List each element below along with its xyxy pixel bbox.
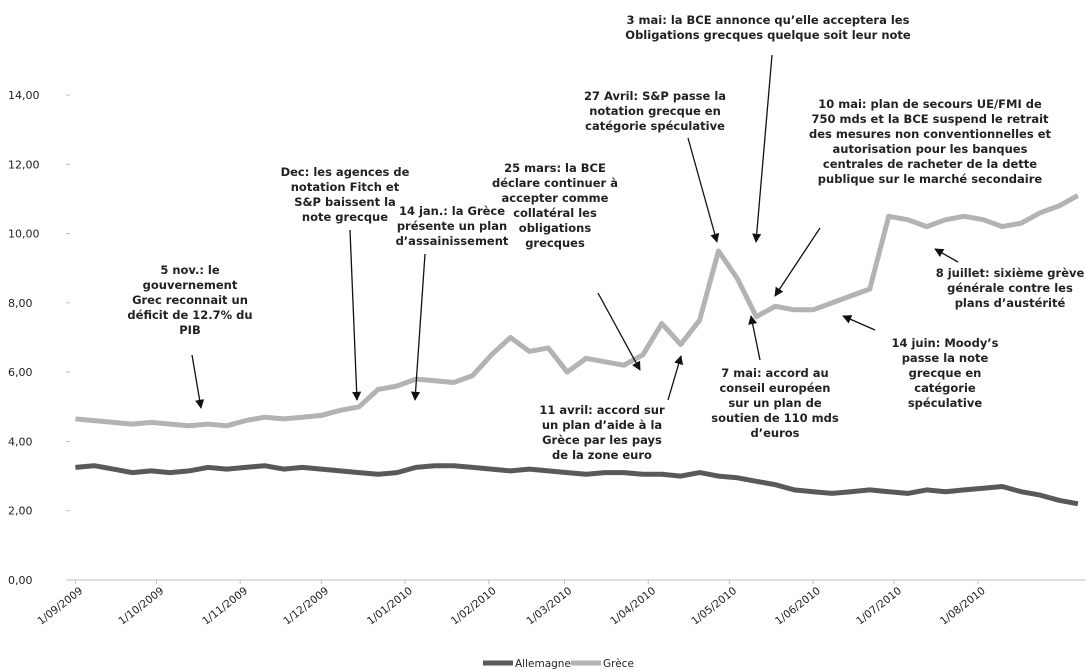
annotation-arrow	[842, 315, 876, 331]
y-tick-label: 12,00	[8, 158, 40, 171]
x-tick-label: 1/04/2010	[608, 585, 658, 628]
y-tick-label: 10,00	[8, 228, 40, 241]
annotation-line: des mesures non conventionnelles et	[809, 127, 1052, 141]
annotation-line: 5 nov.: le	[160, 263, 220, 277]
x-tick-label: 1/12/2009	[281, 585, 331, 628]
annotation-line: 11 avril: accord sur	[539, 403, 665, 417]
annotation-line: notation Fitch et	[291, 180, 400, 194]
annotation-arrow	[597, 292, 641, 371]
annotation-line: générale contre les	[947, 281, 1073, 295]
annotation-arrow	[191, 354, 205, 409]
annotation-line: S&P baissent la	[294, 195, 396, 209]
annotation-line: présente un plan	[397, 219, 507, 233]
annotation-line: obligations	[519, 221, 592, 235]
y-tick-label: 8,00	[8, 297, 33, 310]
x-tick-label: 1/05/2010	[689, 585, 739, 628]
annotation-line: notation grecque en	[589, 104, 721, 118]
annotation-line: passe la note	[902, 351, 989, 365]
annotation-line: déficit de 12.7% du	[127, 308, 252, 322]
annotation-line: Grèce par les pays	[542, 433, 662, 447]
annotation-line: plans d’austérité	[955, 296, 1066, 310]
annotation-line: 750 mds et la BCE suspend le retrait	[811, 112, 1049, 126]
series-line	[75, 463, 1079, 507]
x-tick-label: 1/03/2010	[525, 585, 575, 628]
annotation-arrow	[774, 227, 821, 297]
y-tick-label: 0,00	[8, 574, 33, 587]
series-line	[75, 193, 1080, 429]
x-tick-label: 1/09/2009	[35, 585, 85, 628]
annotation-line: un plan d’aide à la	[542, 418, 662, 432]
annotation-arrow	[687, 137, 720, 243]
annotation-line: 8 juillet: sixième grève	[936, 266, 1085, 280]
annotation-arrow	[411, 253, 426, 401]
annotation-arrow	[349, 229, 362, 401]
annotation-line: collatéral les	[513, 206, 597, 220]
annotation-line: 7 mai: accord au	[721, 366, 828, 380]
x-tick-label: 1/07/2010	[854, 585, 904, 628]
annotation-line: catégorie	[914, 381, 976, 395]
annotation-line: Dec: les agences de	[281, 165, 410, 179]
x-tick-label: 1/08/2010	[938, 585, 988, 628]
x-tick-label: 1/10/2009	[116, 585, 166, 628]
annotation-line: publique sur le marché secondaire	[818, 172, 1043, 186]
annotation-line: soutien de 110 mds	[711, 411, 839, 425]
annotation-line: 25 mars: la BCE	[504, 161, 606, 175]
annotation-line: note grecque	[302, 210, 388, 224]
legend-label: Grèce	[603, 658, 634, 670]
x-tick-label: 1/01/2010	[365, 585, 415, 628]
annotation-line: conseil européen	[719, 381, 830, 395]
annotation-line: Grec reconnait un	[132, 293, 248, 307]
annotation-line: déclare continuer à	[492, 176, 618, 190]
annotation-line: grecques	[525, 236, 585, 250]
annotation: 3 mai: la BCE annonce qu’elle acceptera …	[625, 13, 911, 243]
x-tick-label: 1/11/2009	[200, 585, 250, 628]
annotation-arrow	[748, 315, 761, 361]
annotation-line: Obligations grecques quelque soit leur n…	[625, 28, 911, 42]
annotation-line: 14 jan.: la Grèce	[399, 204, 505, 218]
annotation-arrow	[667, 355, 684, 401]
y-tick-label: 2,00	[8, 505, 33, 518]
annotation-line: 14 juin: Moody’s	[891, 336, 998, 350]
annotation-arrow	[934, 248, 959, 263]
annotation-line: sur un plan de	[728, 396, 821, 410]
x-tick-label: 1/06/2010	[773, 585, 823, 628]
annotation-line: grecque en	[909, 366, 982, 380]
annotation-line: d’euros	[750, 426, 799, 440]
annotation-arrow	[752, 54, 773, 243]
annotation-line: autorisation pour les banques	[833, 142, 1028, 156]
annotation-line: accepter comme	[502, 191, 609, 205]
annotation-line: PIB	[179, 323, 200, 337]
y-tick-label: 6,00	[8, 366, 33, 379]
annotation-line: catégorie spéculative	[585, 119, 725, 133]
annotation-line: centrales de racheter de la dette	[823, 157, 1037, 171]
annotation-line: de la zone euro	[552, 448, 652, 462]
annotation-line: 27 Avril: S&P passe la	[584, 89, 726, 103]
annotation-line: 3 mai: la BCE annonce qu’elle acceptera …	[627, 13, 910, 27]
x-tick-label: 1/02/2010	[449, 585, 499, 628]
annotation-line: 10 mai: plan de secours UE/FMI de	[818, 97, 1042, 111]
legend-label: Allemagne	[515, 658, 571, 670]
y-tick-label: 4,00	[8, 435, 33, 448]
annotation-line: gouvernement	[143, 278, 238, 292]
annotation-line: spéculative	[908, 396, 983, 410]
annotation-line: d’assainissement	[396, 234, 509, 248]
y-tick-label: 14,00	[8, 89, 40, 102]
